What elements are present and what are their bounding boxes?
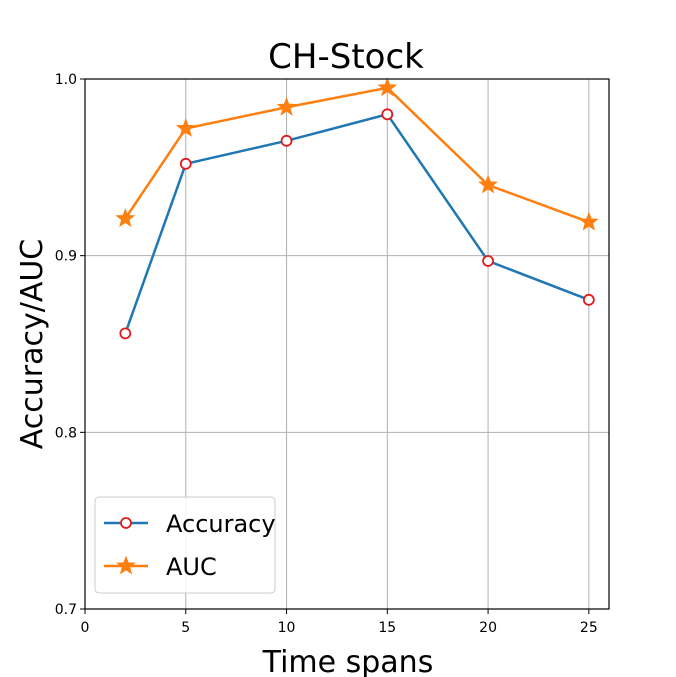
data-point-auc	[377, 77, 398, 97]
y-axis-label: Accuracy/AUC	[15, 239, 50, 450]
series-line-auc	[124, 86, 590, 224]
data-point-auc	[276, 96, 297, 116]
x-tick-label: 25	[580, 620, 598, 636]
legend: Accuracy AUC	[94, 496, 276, 594]
series-line-accuracy	[124, 113, 590, 334]
data-point-accuracy	[280, 134, 293, 147]
data-point-accuracy	[381, 108, 394, 121]
legend-accuracy-label: Accuracy	[166, 510, 276, 538]
data-point-accuracy	[179, 157, 192, 170]
y-tick-label: 0.8	[55, 425, 77, 441]
x-tick-label: 5	[181, 620, 190, 636]
data-point-auc	[115, 208, 136, 227]
plot-frame	[84, 78, 610, 610]
data-point-auc	[578, 211, 599, 231]
data-point-auc	[478, 174, 498, 194]
x-tick-label: 15	[378, 620, 396, 636]
y-tick-label: 0.7	[55, 602, 77, 618]
x-tick-label: 20	[479, 620, 497, 636]
y-tick-label: 0.9	[55, 249, 77, 265]
legend-auc-marker	[116, 555, 136, 575]
legend-accuracy-marker	[120, 517, 132, 529]
legend-auc-label: AUC	[166, 553, 217, 581]
data-point-accuracy	[482, 255, 494, 267]
chart-title: CH-Stock	[268, 37, 424, 77]
x-tick-label: 10	[278, 620, 296, 636]
y-tick-label: 1.0	[55, 72, 77, 88]
axes: 0 5 10 15 20 25 0.7 0.8 0.9 1.0	[55, 72, 610, 636]
x-tick-label: 0	[81, 620, 90, 636]
legend-frame	[94, 496, 276, 594]
series-layer	[115, 77, 599, 340]
data-point-accuracy	[582, 293, 595, 306]
data-point-auc	[175, 118, 196, 137]
data-point-accuracy	[119, 327, 132, 340]
x-axis-label: Time spans	[262, 645, 434, 677]
